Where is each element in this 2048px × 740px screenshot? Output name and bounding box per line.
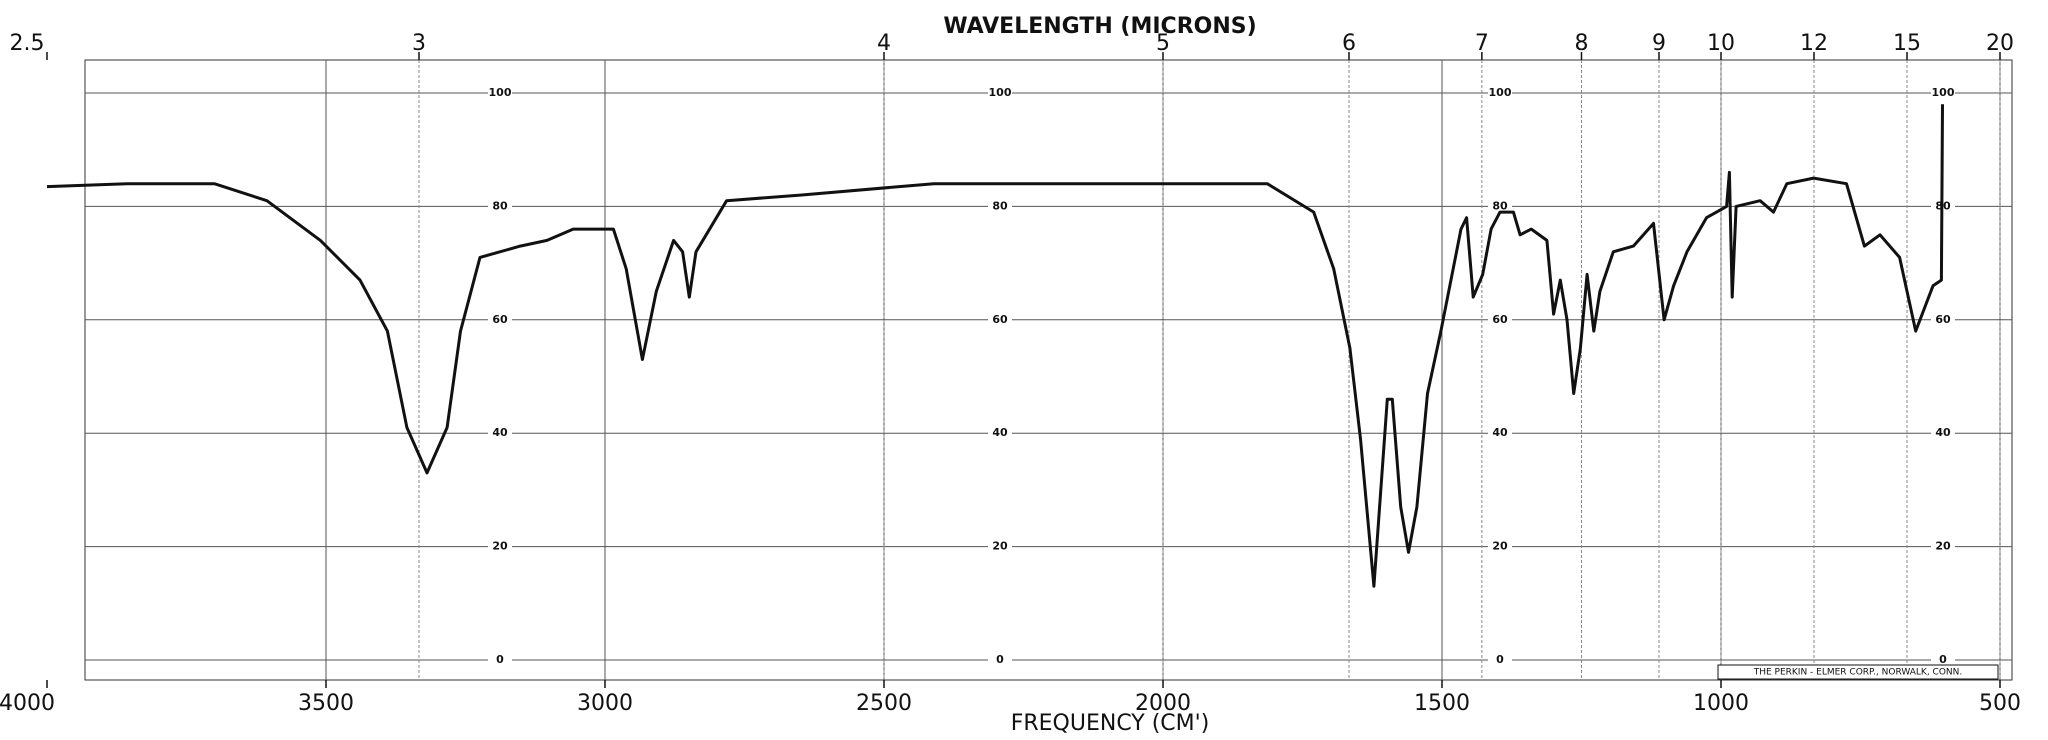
spectrum-line <box>46 104 1944 588</box>
y-tick-label: 60 <box>492 313 508 326</box>
y-tick-label-bg <box>488 653 512 667</box>
y-tick-label: 0 <box>496 653 504 666</box>
x2-tick-label: 15 <box>1893 31 1921 56</box>
y-tick-label: 40 <box>992 426 1008 439</box>
y-tick-label-bg <box>1931 86 1955 100</box>
note: THE PERKIN - ELMER CORP., NORWALK, CONN. <box>1753 668 1963 678</box>
x-tick-label: 4000 <box>0 691 55 716</box>
y-tick-label: 100 <box>989 86 1012 99</box>
y-tick-label-bg <box>988 539 1012 554</box>
x-tick-label: 3000 <box>577 691 633 716</box>
y-tick-label-bg <box>1931 539 1955 554</box>
x-tick-label: 3500 <box>298 691 354 716</box>
y-tick-label: 40 <box>1935 426 1951 439</box>
y-tick-label: 20 <box>992 540 1008 553</box>
plot-frame <box>84 59 2013 681</box>
y-tick-label-bg <box>488 312 512 327</box>
x-tick-label: 1500 <box>1414 691 1470 716</box>
y-tick-label: 0 <box>1496 653 1504 666</box>
y-tick-label-bg <box>1488 426 1512 441</box>
x2-tick-label: 6 <box>1342 31 1356 56</box>
x2-tick-label: 7 <box>1475 31 1489 56</box>
x-tick-label: 2000 <box>1135 691 1191 716</box>
y-tick-label-bg <box>1488 539 1512 554</box>
y-tick-label-bg <box>1488 199 1512 214</box>
x-tick-label: 2500 <box>856 691 912 716</box>
y-tick-label: 0 <box>996 653 1004 666</box>
x2-tick-label: 2.5 <box>10 31 45 56</box>
y-tick-label-bg <box>988 86 1012 100</box>
y-tick-label: 80 <box>1492 199 1508 212</box>
chart-title: WAVELENGTH (MICRONS) <box>943 14 1256 39</box>
x2-tick-label: 10 <box>1707 31 1735 56</box>
y-tick-label: 60 <box>1492 313 1508 326</box>
y-tick-label-bg <box>1488 312 1512 327</box>
y-tick-label-bg <box>1488 86 1512 100</box>
y-tick-label: 40 <box>492 426 508 439</box>
y-tick-label-bg <box>988 653 1012 667</box>
x-tick-label: 500 <box>1979 691 2021 716</box>
y-tick-label-bg <box>488 86 512 100</box>
note-box <box>1717 664 1999 680</box>
y-tick-label: 40 <box>1492 426 1508 439</box>
y-tick-label-bg <box>1931 426 1955 441</box>
y-tick-label-bg <box>488 426 512 441</box>
x2-tick-label: 8 <box>1575 31 1589 56</box>
y-tick-label: 100 <box>1932 86 1955 99</box>
y-tick-label: 80 <box>992 199 1008 212</box>
y-tick-label-bg <box>488 539 512 554</box>
y-tick-label: 20 <box>1492 540 1508 553</box>
y-tick-label: 100 <box>1489 86 1512 99</box>
y-tick-label-bg <box>1931 653 1955 667</box>
y-tick-label: 100 <box>489 86 512 99</box>
y-tick-label: 80 <box>492 199 508 212</box>
y-tick-label: 20 <box>492 540 508 553</box>
x2-tick-label: 9 <box>1652 31 1666 56</box>
x2-tick-label: 12 <box>1800 31 1828 56</box>
x2-tick-label: 20 <box>1986 31 2014 56</box>
x2-tick-label: 3 <box>412 31 426 56</box>
y-tick-label-bg <box>1488 653 1512 667</box>
x2-tick-label: 4 <box>877 31 891 56</box>
y-tick-label: 0 <box>1939 653 1947 666</box>
y-tick-label: 20 <box>1935 540 1951 553</box>
y-tick-label: 60 <box>1935 313 1951 326</box>
x2-tick-label: 5 <box>1156 31 1170 56</box>
y-tick-label-bg <box>988 199 1012 214</box>
y-tick-label-bg <box>988 312 1012 327</box>
y-tick-label: 60 <box>992 313 1008 326</box>
y-tick-label-bg <box>488 199 512 214</box>
x-axis-title: FREQUENCY (CM') <box>1011 711 1210 736</box>
y-tick-label-bg <box>988 426 1012 441</box>
y-tick-label-bg <box>1931 312 1955 327</box>
x-tick-label: 1000 <box>1693 691 1749 716</box>
